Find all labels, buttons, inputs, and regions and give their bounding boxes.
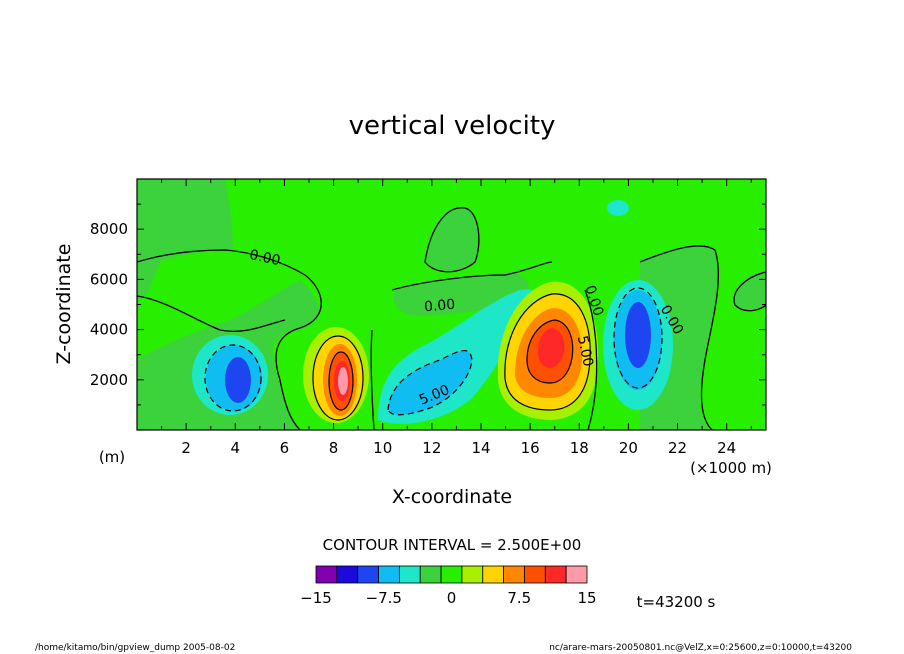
colorbar-swatch	[315, 565, 338, 584]
colorbar-swatch	[378, 565, 400, 584]
x-tick-label: 6	[280, 439, 290, 457]
colorbar-swatch	[544, 565, 567, 584]
green-region-left	[137, 179, 233, 300]
y-tick-label: 2000	[90, 371, 128, 389]
zero-contour-line-2	[137, 295, 286, 332]
colorbar-tick-label: −7.5	[366, 589, 402, 607]
colorbar-swatch	[461, 565, 484, 584]
x-tick-label: 4	[231, 439, 241, 457]
chart-title: vertical velocity	[349, 111, 556, 141]
pos-contour-4	[526, 319, 574, 384]
colorbar-swatch	[357, 565, 379, 584]
y-axis-title: Z-coordinate	[53, 244, 75, 365]
neg-contour-1	[204, 344, 262, 412]
x-tick-label: 22	[668, 439, 687, 457]
colorbar-tick-label: 0	[447, 589, 457, 607]
colorbar-swatch	[524, 565, 546, 584]
contour-fill-group	[137, 179, 766, 430]
x-tick-label: 16	[521, 439, 540, 457]
cell-4-core	[538, 328, 565, 368]
pos-contour-2	[328, 351, 354, 411]
zero-contour-line-4	[370, 329, 375, 430]
y-tick-label: 6000	[90, 270, 128, 288]
colorbar-swatch	[336, 565, 359, 584]
x-axis-title: X-coordinate	[392, 486, 512, 508]
colorbar-tick-label: 15	[577, 589, 596, 607]
colorbar	[315, 565, 588, 584]
cell-6	[607, 200, 629, 216]
colorbar-tick-label: 7.5	[507, 589, 531, 607]
x-tick-label: 12	[422, 439, 441, 457]
footer-right: nc/arare-mars-20050801.nc@VelZ,x=0:25600…	[549, 643, 852, 653]
neg-contour-2	[613, 287, 663, 389]
cell-2-core	[338, 367, 348, 395]
y-axis: 2000 4000 6000 8000	[90, 203, 766, 406]
contour-label: 5.00	[574, 334, 596, 368]
zero-contour-line-7	[584, 289, 598, 430]
x-tick-label: 20	[619, 439, 638, 457]
zero-contour-line-8	[733, 271, 766, 312]
colorbar-swatch	[440, 565, 463, 584]
colorbar-swatch	[482, 565, 505, 584]
zero-contour-line-1	[137, 249, 322, 430]
x-tick-label: 24	[717, 439, 736, 457]
y-unit-label: (m)	[99, 448, 125, 466]
zero-contour-line-3	[391, 261, 553, 291]
colorbar-swatch	[565, 565, 588, 584]
colorbar-tick-label: −15	[300, 589, 332, 607]
x-tick-label: 10	[373, 439, 392, 457]
cell-1-inner	[225, 357, 251, 403]
contour-interval-text: CONTOUR INTERVAL = 2.500E+00	[323, 536, 582, 554]
pos-contour-1	[312, 335, 364, 421]
zero-contour-line-5	[424, 207, 480, 273]
colorbar-swatch	[503, 565, 525, 584]
green-region-far-right	[734, 270, 766, 311]
footer-left: /home/kitamo/bin/gpview_dump 2005-08-02	[35, 643, 235, 653]
pos-contour-3	[504, 293, 591, 411]
x-unit-label: (×1000 m)	[690, 459, 772, 477]
cell-5-inner	[625, 302, 651, 368]
y-tick-label: 8000	[90, 220, 128, 238]
plot-field	[137, 179, 766, 430]
x-axis: 2 4 6 8 10 12 14 16 18 20 22 24	[161, 179, 752, 457]
zero-contour-line-6	[639, 245, 719, 430]
x-tick-label: 18	[570, 439, 589, 457]
cell-3-inner	[388, 350, 472, 415]
colorbar-ticks: −15 −7.5 0 7.5 15	[300, 589, 596, 607]
x-tick-label: 2	[181, 439, 191, 457]
x-tick-label: 8	[329, 439, 339, 457]
time-label: t=43200 s	[637, 593, 716, 611]
x-tick-label: 14	[471, 439, 490, 457]
colorbar-swatch	[398, 565, 421, 584]
contour-label: 0.00	[248, 247, 282, 269]
y-tick-label: 4000	[90, 321, 128, 339]
contour-label: 0.00	[423, 297, 455, 316]
neg-contour-3	[387, 350, 473, 416]
colorbar-swatch	[419, 565, 442, 584]
